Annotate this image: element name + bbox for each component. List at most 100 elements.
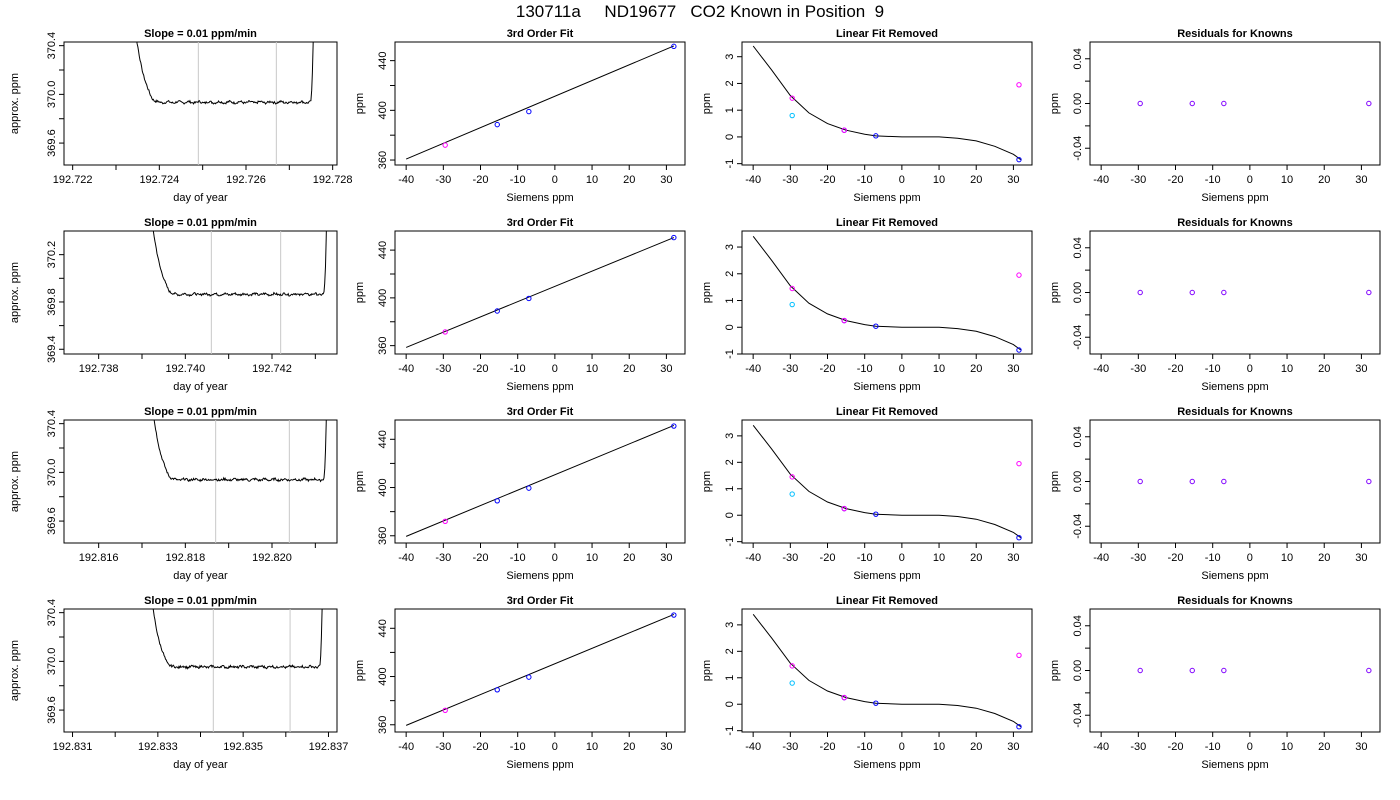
x-tick-label: 20 (1318, 552, 1330, 564)
x-axis-label: Siemens ppm (853, 381, 920, 393)
y-tick-label: 369.6 (46, 129, 58, 157)
x-tick-label: -20 (1168, 174, 1184, 186)
x-tick-label: 20 (970, 363, 982, 375)
x-tick-label: 30 (660, 363, 672, 375)
data-point (494, 308, 500, 314)
x-tick-label: 192.726 (226, 174, 266, 186)
x-tick-label: -30 (1130, 174, 1146, 186)
y-tick-label: -0.04 (1072, 136, 1084, 161)
data-point (671, 234, 677, 241)
x-tick-label: 20 (1318, 363, 1330, 375)
plot-area (752, 45, 1022, 163)
panel-r2-linear-fit-removed: Linear Fit Removed Siemens ppm ppm -40 -30 -2… (701, 406, 1033, 582)
panel-title: Residuals for Knowns (1177, 406, 1293, 418)
x-tick-label: -30 (435, 174, 451, 186)
data-point (671, 43, 677, 50)
data-point (789, 491, 795, 497)
x-tick-label: 20 (623, 552, 635, 564)
x-tick-label: 30 (1007, 174, 1019, 186)
panel-title: Slope = 0.01 ppm/min (144, 595, 257, 607)
data-point (526, 295, 532, 302)
data-point (789, 301, 795, 308)
x-axis-label: Siemens ppm (1201, 381, 1268, 393)
x-tick-label: -10 (510, 363, 526, 375)
fit-line (405, 45, 675, 160)
y-axis-label: ppm (354, 93, 366, 114)
panel-title: 3rd Order Fit (507, 595, 574, 607)
x-tick-label: -20 (473, 174, 489, 186)
plot-area (152, 609, 323, 732)
x-tick-label: 30 (1007, 741, 1019, 753)
x-tick-label: 192.722 (53, 174, 93, 186)
fit-curve (752, 235, 1022, 351)
y-axis-label: ppm (1049, 93, 1061, 114)
x-tick-label: 0 (552, 741, 558, 753)
x-axis-label: Siemens ppm (1201, 192, 1268, 204)
y-tick-label: 0.00 (1072, 282, 1084, 303)
plot-frame (1089, 230, 1381, 355)
plot-frame (394, 41, 686, 166)
y-tick-label: 440 (377, 430, 389, 448)
data-point (1189, 100, 1195, 107)
x-tick-label: -10 (1205, 363, 1221, 375)
x-tick-label: 20 (1318, 174, 1330, 186)
x-axis-label: day of year (173, 570, 228, 582)
x-tick-label: -30 (435, 741, 451, 753)
y-tick-label: 440 (377, 619, 389, 637)
x-tick-label: 30 (660, 552, 672, 564)
plot-area (153, 420, 327, 543)
x-axis-label: Siemens ppm (1201, 570, 1268, 582)
x-tick-label: -30 (1130, 363, 1146, 375)
x-tick-label: 30 (1355, 174, 1367, 186)
y-tick-label: 2 (724, 271, 736, 277)
panel-r3-time-series: Slope = 0.01 ppm/min day of year approx. p… (9, 595, 348, 771)
y-tick-label: -1 (724, 349, 736, 359)
data-point (1221, 667, 1227, 674)
x-tick-label: 10 (1281, 363, 1293, 375)
x-axis-label: day of year (173, 381, 228, 393)
x-tick-label: -10 (1205, 174, 1221, 186)
data-point (671, 612, 677, 618)
plot-area (1137, 100, 1372, 107)
x-tick-label: 10 (1281, 552, 1293, 564)
figure-title: 130711a ND19677 CO2 Known in Position 9 (515, 2, 885, 21)
x-tick-label: -40 (1093, 552, 1109, 564)
plot-frame (741, 41, 1033, 166)
y-tick-label: -0.04 (1072, 325, 1084, 350)
ppm-trace (153, 420, 327, 483)
panel-title: 3rd Order Fit (507, 406, 574, 418)
y-tick-label: 3 (724, 54, 736, 60)
plot-frame (63, 419, 338, 544)
x-tick-label: 192.835 (223, 741, 263, 753)
data-point (1016, 652, 1022, 658)
x-tick-label: 30 (1355, 363, 1367, 375)
y-tick-label: 0.04 (1072, 615, 1084, 636)
panel-title: Slope = 0.01 ppm/min (144, 406, 257, 418)
plot-area (1137, 478, 1372, 485)
y-axis-label: ppm (701, 93, 713, 114)
x-tick-label: 192.738 (79, 363, 119, 375)
x-axis-label: Siemens ppm (506, 759, 573, 771)
y-tick-label: 0.04 (1072, 48, 1084, 69)
y-axis-label: approx. ppm (9, 262, 21, 323)
x-tick-label: -40 (745, 741, 761, 753)
data-point (873, 511, 879, 517)
x-tick-label: -10 (510, 174, 526, 186)
x-axis-label: day of year (173, 759, 228, 771)
x-tick-label: -30 (782, 741, 798, 753)
x-axis-label: Siemens ppm (1201, 759, 1268, 771)
panel-title: 3rd Order Fit (507, 28, 574, 40)
data-point (789, 474, 795, 480)
panel-title: Linear Fit Removed (836, 28, 938, 40)
y-tick-label: -0.04 (1072, 514, 1084, 539)
y-tick-label: 400 (377, 478, 389, 496)
data-point (526, 108, 532, 115)
data-point (526, 485, 532, 491)
y-tick-label: 370.2 (46, 241, 58, 269)
y-tick-label: 369.6 (46, 696, 58, 724)
y-tick-label: 360 (377, 336, 389, 354)
x-tick-label: 20 (623, 741, 635, 753)
y-tick-label: 0 (724, 324, 736, 330)
panel-r1-linear-fit-removed: Linear Fit Removed Siemens ppm ppm -40 -30 -2… (701, 217, 1033, 393)
panel-title: Linear Fit Removed (836, 406, 938, 418)
